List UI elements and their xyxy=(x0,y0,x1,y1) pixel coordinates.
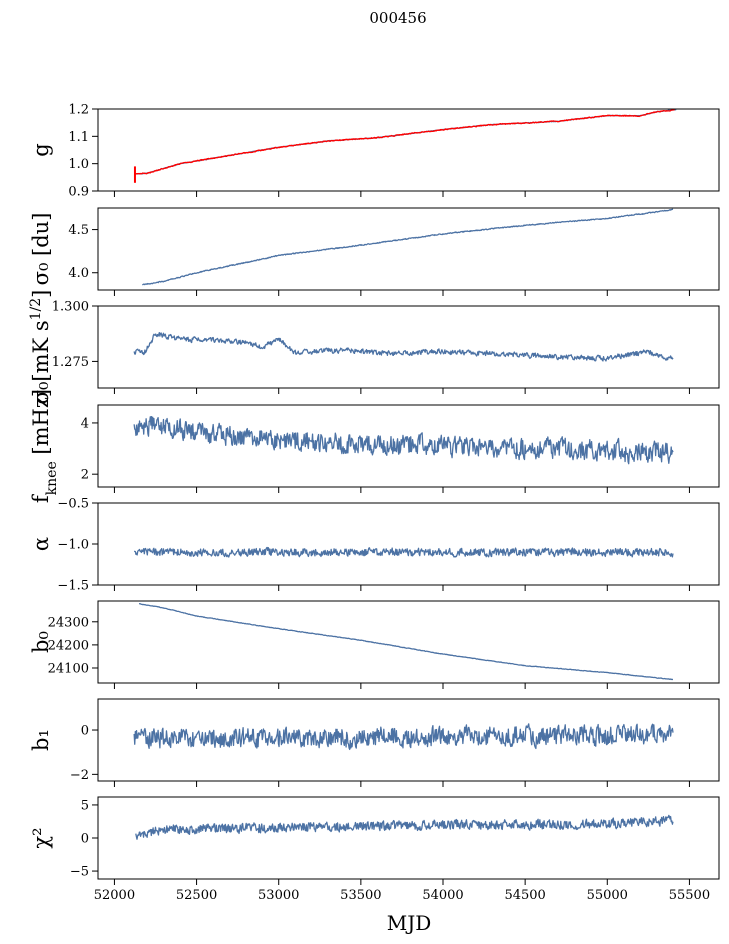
figure-title: 000456 xyxy=(369,9,426,27)
ytick-label-g-3: 1.2 xyxy=(68,103,89,118)
x-axis-label: MJD xyxy=(387,911,432,935)
xtick-label-3: 53500 xyxy=(340,888,381,903)
panels: 0.9 1.0 1.1 1.2 g 4.0 4.5 σ₀ [du] 1.275 1.300σ₀[m… xyxy=(28,103,720,903)
series-line-b0-0 xyxy=(139,603,674,681)
series-line-sigma0_mK-0 xyxy=(133,332,674,362)
ylabel-chi2: χ² xyxy=(29,827,53,848)
panel-fknee: 2 4 fknee [mHz] xyxy=(29,389,720,503)
panel-frame-sigma0_mK xyxy=(97,305,720,389)
ytick-label-b1-1: 0 xyxy=(81,724,89,739)
ytick-label-b0-1: 24200 xyxy=(48,638,89,653)
ytick-label-sigma0_du-1: 4.5 xyxy=(68,223,89,238)
panel-alpha: −1.5 −1.0 −0.5 α xyxy=(29,497,720,594)
ylabel-b1: b₁ xyxy=(29,729,53,751)
ytick-label-chi2-2: 5 xyxy=(81,798,89,813)
panel-b1: −2 0 b₁ xyxy=(29,698,720,787)
series-line-chi2-0 xyxy=(135,814,674,840)
ylabel-sigma0_du: σ₀ [du] xyxy=(29,213,53,286)
panel-frame-alpha xyxy=(97,502,720,586)
ytick-label-fknee-1: 4 xyxy=(81,416,89,431)
xtick-label-5: 54500 xyxy=(504,888,545,903)
xtick-label-0: 52000 xyxy=(94,888,135,903)
series-line-g-1 xyxy=(134,109,675,175)
ytick-label-g-1: 1.0 xyxy=(68,157,89,172)
ylabel-sigma0_mK: σ₀[mK s1/2] xyxy=(28,290,53,405)
panel-g: 0.9 1.0 1.1 1.2 g xyxy=(29,103,720,200)
panel-frame-g xyxy=(97,108,720,192)
panel-frame-b0 xyxy=(97,600,720,684)
ytick-label-alpha-1: −1.0 xyxy=(57,538,89,553)
xtick-label-1: 52500 xyxy=(176,888,217,903)
series-line-alpha-0 xyxy=(133,546,674,558)
series-line-fknee-0 xyxy=(133,415,674,465)
ytick-label-alpha-0: −1.5 xyxy=(57,579,89,594)
panel-frame-chi2 xyxy=(97,796,720,880)
ytick-label-sigma0_mK-1: 1.300 xyxy=(52,300,89,315)
ytick-label-sigma0_mK-0: 1.275 xyxy=(52,355,89,370)
series-line-sigma0_du-0 xyxy=(142,208,674,286)
panel-sigma0_du: 4.0 4.5 σ₀ [du] xyxy=(29,207,720,296)
ytick-label-chi2-0: −5 xyxy=(70,865,89,880)
panel-chi2: −5 0 5 52000 52500 53000 53500 54000 54500 55000 5… xyxy=(29,796,720,903)
ytick-label-b1-0: −2 xyxy=(70,768,89,783)
xtick-label-4: 54000 xyxy=(422,888,463,903)
series-line-g-0 xyxy=(134,109,677,175)
xtick-label-7: 55500 xyxy=(669,888,710,903)
panel-frame-fknee xyxy=(97,404,720,488)
ytick-label-sigma0_du-0: 4.0 xyxy=(68,266,89,281)
xtick-label-6: 55000 xyxy=(587,888,628,903)
series-line-b1-0 xyxy=(133,723,674,751)
ylabel-b0: b₀ xyxy=(29,631,53,653)
ylabel-alpha: α xyxy=(29,537,53,551)
ytick-label-fknee-0: 2 xyxy=(81,468,89,483)
ytick-label-chi2-1: 0 xyxy=(81,832,89,847)
panel-frame-sigma0_du xyxy=(97,207,720,291)
ytick-label-alpha-2: −0.5 xyxy=(57,497,89,512)
ytick-label-b0-0: 24100 xyxy=(48,661,89,676)
ylabel-fknee: fknee [mHz] xyxy=(29,389,60,503)
xtick-label-2: 53000 xyxy=(258,888,299,903)
ytick-label-g-0: 0.9 xyxy=(68,185,89,200)
ytick-label-b0-2: 24300 xyxy=(48,615,89,630)
ylabel-g: g xyxy=(29,143,53,156)
ytick-label-g-2: 1.1 xyxy=(68,130,89,145)
panel-frame-b1 xyxy=(97,698,720,782)
